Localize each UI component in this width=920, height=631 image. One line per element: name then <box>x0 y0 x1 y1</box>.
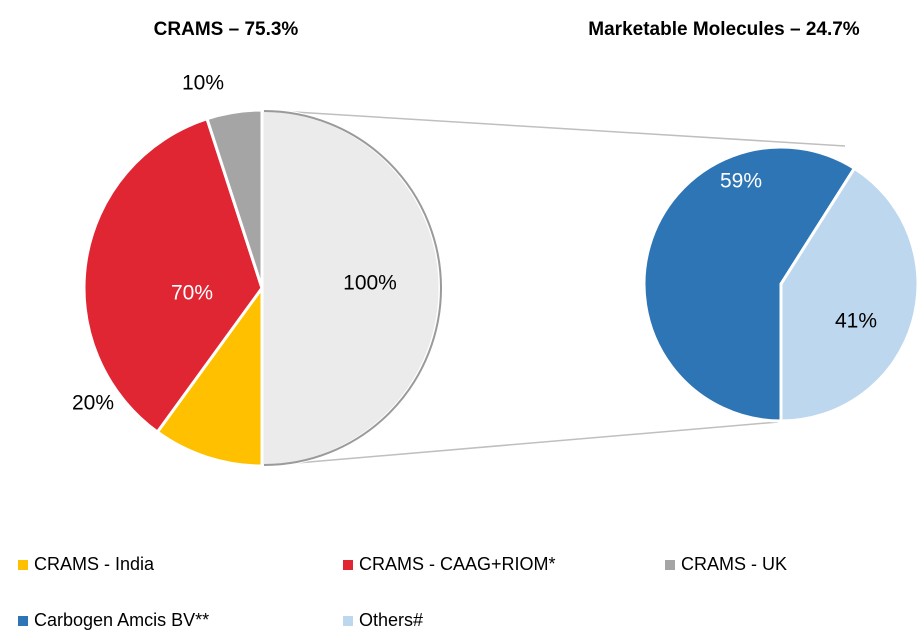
connector <box>261 109 846 147</box>
legend-swatch <box>343 560 353 570</box>
legend-label: CRAMS - UK <box>681 554 787 574</box>
data-label: 70% <box>171 282 213 305</box>
pie-slice <box>642 145 857 423</box>
legend-label: Others# <box>359 610 423 630</box>
legend-label: Carbogen Amcis BV** <box>34 610 209 630</box>
legend-swatch <box>18 560 28 570</box>
chart-title: CRAMS – 75.3% <box>154 19 299 40</box>
chart-title: Marketable Molecules – 24.7% <box>588 19 860 40</box>
pie-slice <box>155 283 264 468</box>
pie-slice <box>82 116 264 435</box>
legend-swatch <box>665 560 675 570</box>
data-label: 10% <box>182 72 224 95</box>
slice-shade <box>263 110 442 466</box>
data-label: 41% <box>835 310 877 333</box>
legend-swatch <box>18 616 28 626</box>
legend-label: CRAMS - India <box>34 554 155 574</box>
legend-label: CRAMS - CAAG+RIOM* <box>359 554 556 574</box>
data-label: 100% <box>343 272 397 295</box>
legend-swatch <box>343 616 353 626</box>
pie-slice <box>779 166 920 423</box>
data-label: 20% <box>72 392 114 415</box>
data-label: 59% <box>720 170 762 193</box>
connector <box>261 421 779 467</box>
